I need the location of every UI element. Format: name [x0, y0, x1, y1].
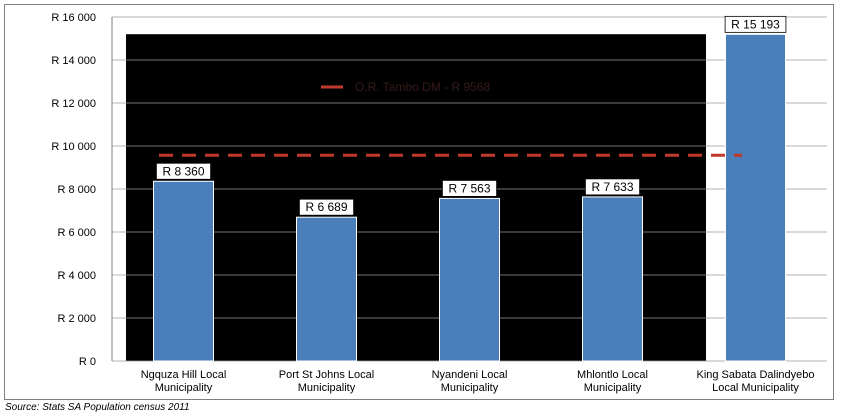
data-label: R 6 689	[305, 200, 347, 214]
chart-frame: R 0 R 2 000 R 4 000 R 6 000 R 8 000 R 10 000 R…	[4, 4, 834, 400]
y-tick-label: R 8 000	[57, 184, 96, 196]
x-tick-label: Ngquza Hill Local	[141, 369, 227, 381]
y-tick-label: R 6 000	[57, 227, 96, 239]
legend-label: O.R. Tambo DM - R 9568	[355, 80, 490, 94]
data-label: R 15 193	[731, 17, 780, 31]
y-tick-label: R 14 000	[51, 55, 96, 67]
bar-chart: R 0 R 2 000 R 4 000 R 6 000 R 8 000 R 10 000 R…	[51, 12, 827, 394]
data-label-box	[298, 198, 354, 216]
x-tick-label: Municipality	[441, 382, 499, 394]
data-label-box	[724, 15, 787, 33]
x-tick-label: Municipality	[298, 382, 356, 394]
data-label-box	[585, 178, 641, 196]
data-label: R 7 633	[591, 180, 633, 194]
y-tick-label: R 10 000	[51, 141, 96, 153]
bar	[153, 180, 214, 362]
y-tick-label: R 0	[79, 356, 96, 368]
x-tick-label: Nyandeni Local	[432, 369, 508, 381]
bar	[439, 197, 500, 362]
x-tick-label: Municipality	[155, 382, 213, 394]
y-tick-label: R 16 000	[51, 12, 96, 24]
x-tick-label: Mhlontlo Local	[577, 369, 648, 381]
data-label: R 8 360	[162, 164, 204, 178]
y-tick-label: R 4 000	[57, 270, 96, 282]
x-tick-label: King Sabata Dalindyebo	[696, 369, 814, 381]
data-label-box	[441, 179, 497, 197]
x-tick-label: Municipality	[584, 382, 642, 394]
x-tick-label: Local Municipality	[712, 382, 799, 394]
data-label: R 7 563	[448, 181, 490, 195]
data-label-box	[155, 162, 211, 180]
x-tick-label: Port St Johns Local	[279, 369, 374, 381]
y-tick-label: R 12 000	[51, 98, 96, 110]
bar	[582, 196, 643, 362]
bar	[725, 33, 786, 362]
y-tick-label: R 2 000	[57, 313, 96, 325]
bar	[296, 216, 357, 362]
source-note: Source: Stats SA Population census 2011	[5, 402, 190, 413]
